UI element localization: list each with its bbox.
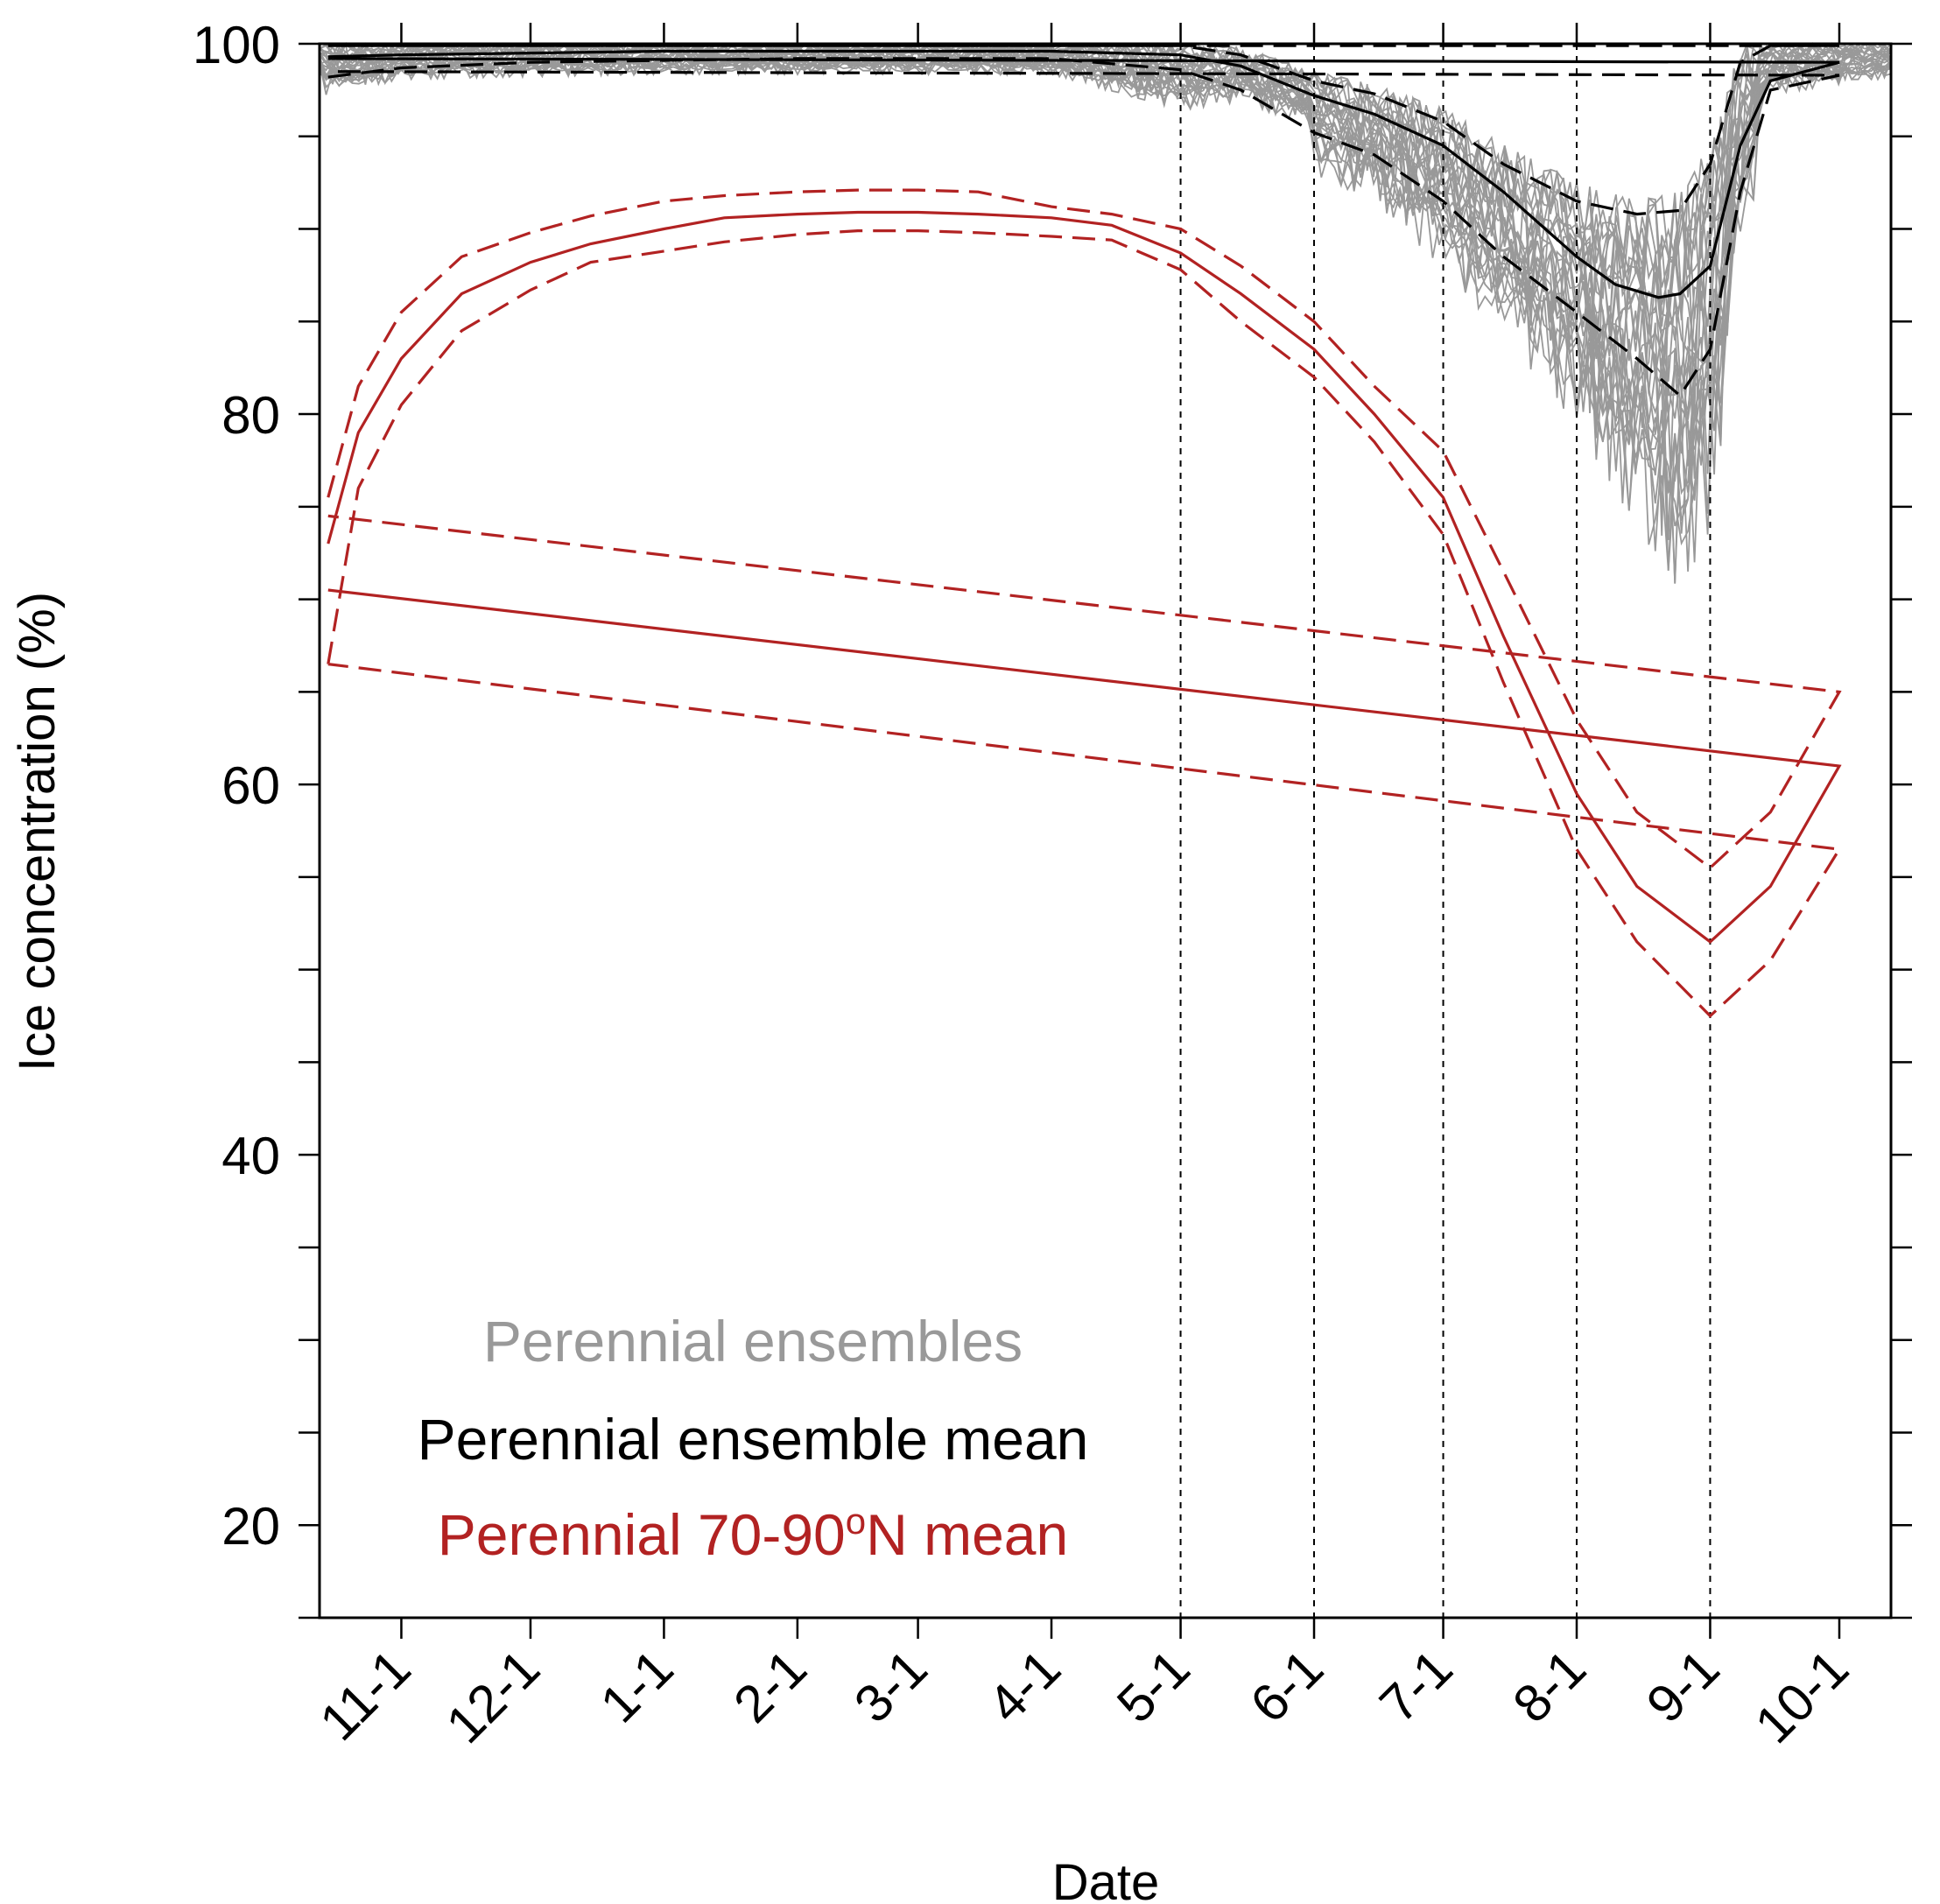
ensemble-member-line [319,57,1892,584]
series-line-3 [327,49,1840,299]
legend-ensembles: Perennial ensembles [483,1309,1023,1374]
ensemble-member-line [319,49,1892,536]
ensemble-member-line [319,54,1892,584]
series-line-1 [327,188,1842,870]
x-tick-label: 8-1 [1501,1639,1597,1734]
series-line-2 [327,229,1842,1018]
legend-70-90n-mean: Perennial 70-90oN mean [438,1500,1068,1567]
ensemble-member-line [319,56,1892,511]
y-tick-label: 60 [221,756,280,815]
x-tick-label: 10-1 [1744,1639,1859,1754]
legend-ensemble-mean: Perennial ensemble mean [418,1407,1089,1472]
x-tick-label: 6-1 [1240,1639,1335,1734]
y-tick-label: 20 [221,1497,280,1556]
plot-frame [318,42,1893,1619]
y-tick-label: 40 [221,1127,280,1185]
x-tick-label: 9-1 [1635,1639,1731,1734]
x-tick-label: 1-1 [589,1639,685,1734]
series-line-0 [327,210,1842,944]
x-tick-label: 7-1 [1368,1639,1464,1734]
x-tick-label: 12-1 [435,1639,551,1754]
legend: Perennial ensembles Perennial ensemble m… [418,1309,1089,1567]
x-axis-label: Date [1052,1854,1160,1904]
ensemble-member-line [319,58,1892,522]
x-tick-label: 4-1 [977,1639,1072,1734]
y-tick-label: 100 [193,16,280,74]
legend-70-90n-mean-sup: o [846,1500,866,1542]
legend-70-90n-mean-prefix: Perennial 70-90 [438,1502,846,1567]
x-tick-label: 3-1 [843,1639,938,1734]
ensemble-member-line [319,55,1892,571]
series-line-4 [327,44,1839,216]
x-tick-label: 5-1 [1106,1639,1201,1734]
ensemble-member-line [319,60,1892,571]
x-tick-label: 2-1 [722,1639,818,1734]
y-tick-label: 80 [221,386,280,445]
y-axis-label: Ice concentration (%) [9,592,66,1071]
ensemble-member-line [319,44,1892,333]
y-axis-ticks: 20 40 60 80 100 [193,16,1912,1619]
x-tick-label: 11-1 [308,1639,421,1752]
series-lines [327,44,1842,1018]
ensemble-member-line [319,53,1892,572]
series-line-5 [327,57,1840,398]
legend-70-90n-mean-suffix: N mean [866,1502,1068,1567]
ensemble-member-line [319,59,1892,527]
perennial-ensembles-lines [319,41,1892,584]
reference-lines [1179,44,1712,1618]
